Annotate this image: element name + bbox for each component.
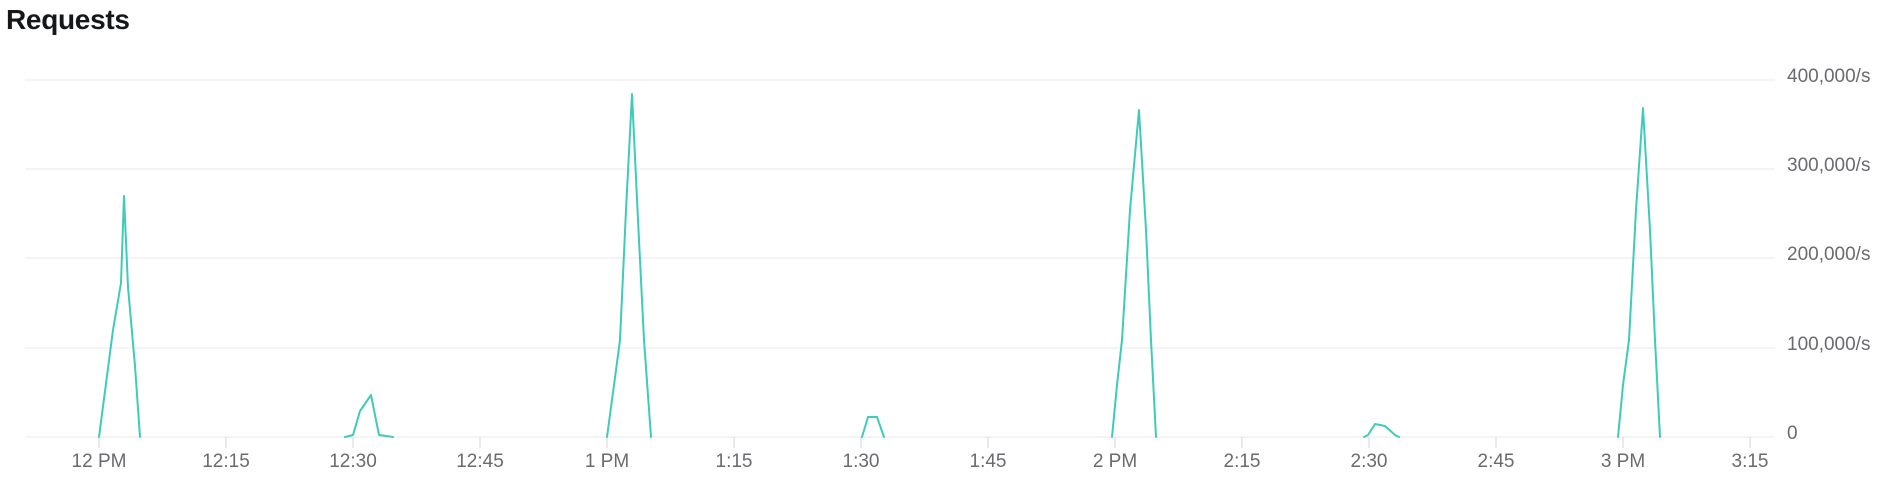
- svg-text:2:30: 2:30: [1351, 451, 1388, 472]
- svg-text:12:30: 12:30: [329, 451, 377, 472]
- svg-text:1:30: 1:30: [843, 451, 880, 472]
- svg-text:1 PM: 1 PM: [585, 451, 629, 472]
- svg-text:2 PM: 2 PM: [1093, 451, 1137, 472]
- svg-text:200,000/s: 200,000/s: [1787, 244, 1870, 265]
- svg-text:12:45: 12:45: [456, 451, 504, 472]
- svg-text:1:15: 1:15: [716, 451, 753, 472]
- svg-text:2:15: 2:15: [1224, 451, 1261, 472]
- svg-text:3 PM: 3 PM: [1601, 451, 1645, 472]
- svg-text:2:45: 2:45: [1478, 451, 1515, 472]
- svg-text:300,000/s: 300,000/s: [1787, 155, 1870, 176]
- svg-text:12 PM: 12 PM: [72, 451, 127, 472]
- svg-text:3:15: 3:15: [1732, 451, 1769, 472]
- svg-text:1:45: 1:45: [970, 451, 1007, 472]
- svg-text:100,000/s: 100,000/s: [1787, 334, 1870, 355]
- svg-text:12:15: 12:15: [202, 451, 250, 472]
- svg-text:400,000/s: 400,000/s: [1787, 66, 1870, 87]
- svg-text:0: 0: [1787, 423, 1798, 444]
